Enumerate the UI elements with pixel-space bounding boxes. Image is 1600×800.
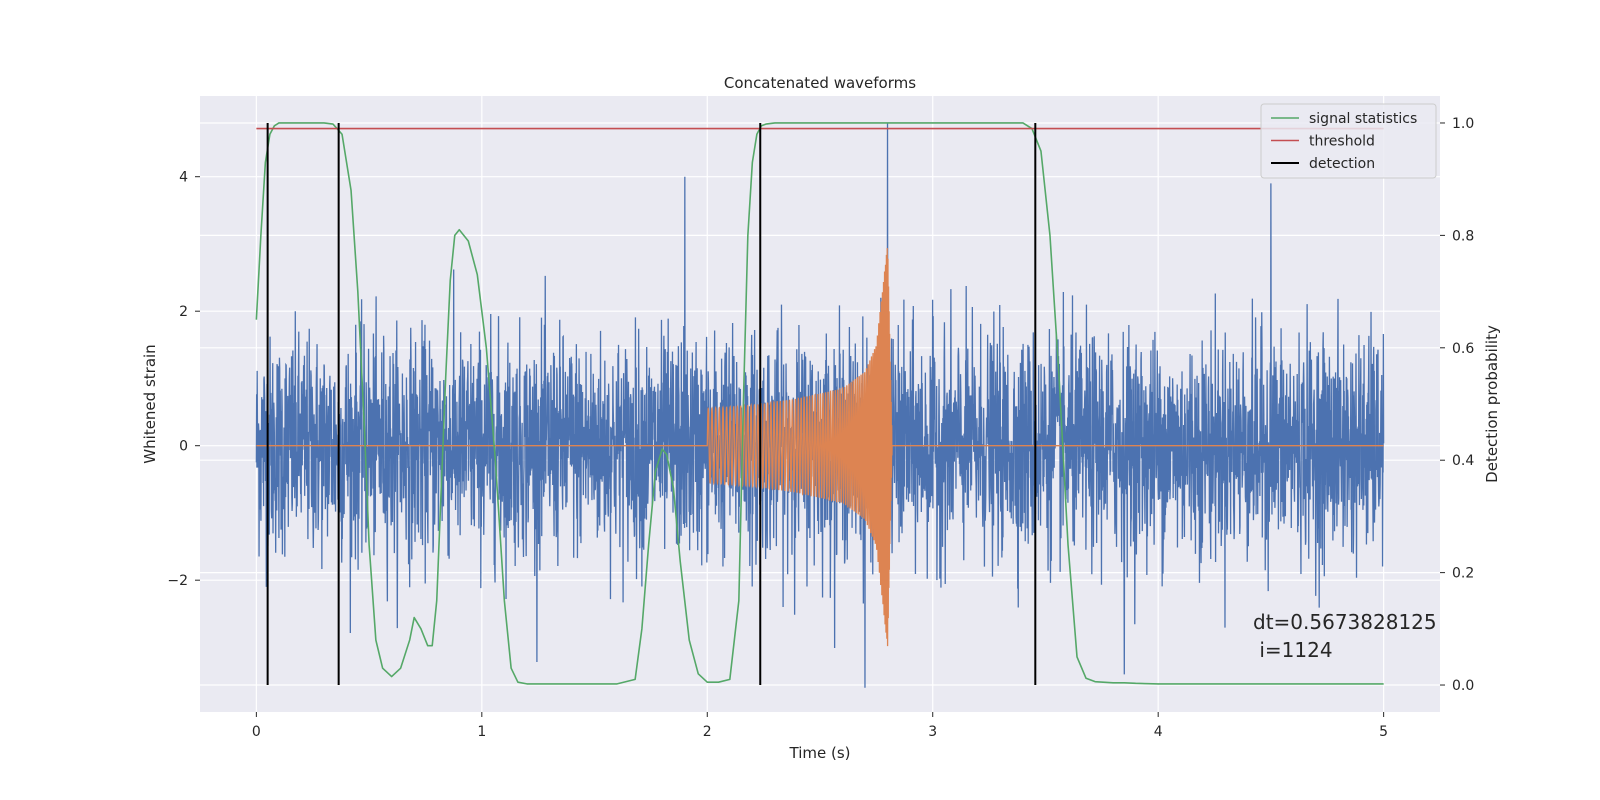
- chart-title: Concatenated waveforms: [724, 74, 916, 92]
- y-axis-ticks: −2 0 2 4: [167, 170, 200, 589]
- y-axis-label: Whitened strain: [141, 344, 159, 463]
- x-tick-label: 0: [252, 724, 261, 740]
- x-tick-label: 1: [477, 724, 486, 740]
- y-right-tick-label: 0.8: [1452, 228, 1474, 244]
- x-tick-label: 4: [1154, 724, 1163, 740]
- y-axis-label-right: Detection probability: [1483, 325, 1501, 483]
- legend-label: detection: [1309, 156, 1375, 172]
- series-clip-group: [255, 122, 1385, 688]
- x-axis-label: Time (s): [789, 744, 851, 762]
- y-tick-label: 4: [179, 170, 188, 186]
- x-tick-label: 5: [1379, 724, 1388, 740]
- y-tick-label: 0: [179, 439, 188, 455]
- injection-series-line: [256, 248, 1384, 647]
- x-tick-label: 2: [703, 724, 712, 740]
- y-tick-label: −2: [167, 573, 188, 589]
- legend-box: [1260, 103, 1437, 179]
- x-tick-label: 3: [928, 724, 937, 740]
- series-layer: [255, 122, 1385, 688]
- annotation-i: i=1124: [1253, 638, 1333, 662]
- legend: signal statistics threshold detection: [1260, 103, 1437, 179]
- y-axis-ticks-right: 0.0 0.2 0.4 0.6 0.8 1.0: [1440, 116, 1474, 694]
- y-right-tick-label: 0.0: [1452, 678, 1474, 694]
- annotation-dt: dt=0.5673828125: [1253, 610, 1437, 634]
- y-right-tick-label: 0.2: [1452, 566, 1474, 582]
- y-right-tick-label: 0.6: [1452, 341, 1474, 357]
- x-axis-ticks: 0 1 2 3 4 5: [252, 712, 1388, 740]
- y-right-tick-label: 1.0: [1452, 116, 1474, 132]
- y-right-tick-label: 0.4: [1452, 453, 1474, 469]
- y-tick-label: 2: [179, 304, 188, 320]
- legend-label: threshold: [1309, 134, 1375, 150]
- legend-label: signal statistics: [1309, 111, 1417, 127]
